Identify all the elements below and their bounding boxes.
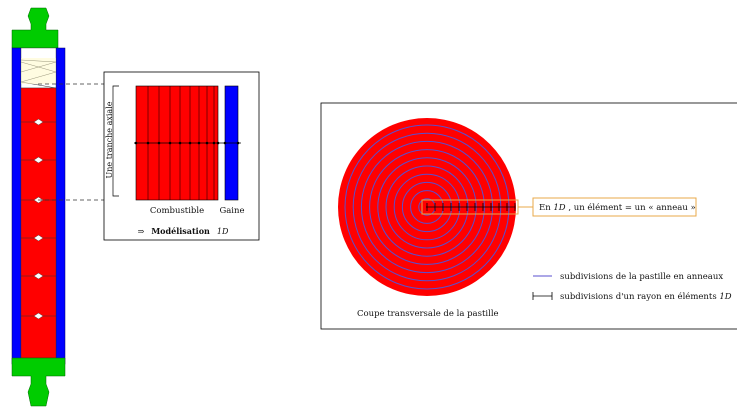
pellet-dish — [33, 156, 44, 164]
mesh-node — [178, 141, 182, 145]
callout-box — [532, 197, 697, 217]
legend-radius-1d: 1D — [719, 292, 731, 302]
legend-radius-label: subdivisions d'un rayon en éléments 1D — [560, 291, 732, 302]
modelisation-suffix: 1D — [217, 227, 229, 236]
radius-elements — [426, 203, 516, 211]
callout-body: , un élément = un « anneau » — [568, 202, 695, 213]
mesh-node — [134, 141, 138, 145]
mesh-nodes — [134, 141, 240, 145]
mesh-node — [205, 141, 209, 145]
mesh-node — [146, 141, 150, 145]
callout-prefix: En — [539, 203, 553, 213]
modelisation-caption: ⇒ Modélisation 1D — [138, 221, 229, 238]
fuel-rod — [11, 7, 66, 407]
modelisation-1d-panel: Une tranche axiale Combustible Gaine ⇒ M… — [103, 71, 260, 241]
axial-slice-label: Une tranche axiale — [105, 101, 114, 178]
pellet-dish — [33, 234, 44, 242]
cladding-left-wall — [11, 47, 22, 365]
callout-text: En 1D , un élément = un « anneau » — [539, 202, 696, 213]
legend-radius-prefix: subdivisions d'un rayon en éléments — [560, 291, 719, 302]
spring-zone — [21, 58, 56, 84]
mesh-node — [188, 141, 192, 145]
legend-radius-swatch — [532, 292, 553, 300]
mesh-node — [168, 141, 172, 145]
mesh-node — [212, 141, 216, 145]
mesh-node — [223, 141, 227, 145]
axial-slice-brace — [112, 85, 119, 197]
pellet-dish — [33, 312, 44, 320]
top-end-plug — [11, 7, 59, 49]
pellet-dish — [33, 118, 44, 126]
cross-section-panel: En 1D , un élément = un « anneau » Coupe… — [320, 102, 737, 330]
cladding-right-wall — [55, 47, 66, 365]
mesh-node — [157, 141, 161, 145]
implies-arrow: ⇒ — [138, 227, 145, 236]
mesh-node — [236, 141, 240, 145]
bottom-end-plug — [11, 357, 66, 407]
callout-1d: 1D — [553, 203, 565, 213]
cladding-label: Gaine — [219, 206, 244, 216]
projection-lines — [38, 83, 104, 201]
mesh-node — [216, 141, 220, 145]
fuel-label: Combustible — [150, 206, 204, 216]
pellet-interfaces — [21, 118, 56, 320]
legend-rings-label: subdivisions de la pastille en anneaux — [560, 272, 723, 282]
modelisation-label: Modélisation — [151, 226, 210, 236]
mesh-node — [197, 141, 201, 145]
coupe-label: Coupe transversale de la pastille — [357, 309, 499, 319]
pellet-dish — [33, 272, 44, 280]
